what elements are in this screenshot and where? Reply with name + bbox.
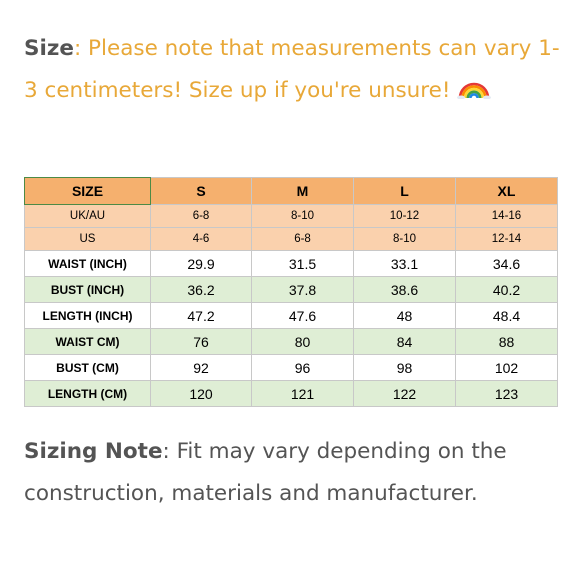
- row-label: BUST (INCH): [24, 276, 151, 303]
- table-row-waist-cm: WAIST CM) 76 80 84 88: [24, 328, 558, 355]
- size-intro-text: Size: Please note that measurements can …: [24, 28, 564, 112]
- sizing-note-label: Sizing Note: [24, 439, 163, 464]
- table-cell: 8-10: [353, 227, 456, 251]
- table-cell: 37.8: [251, 276, 354, 303]
- table-cell: 48: [353, 302, 456, 329]
- table-cell: 47.6: [251, 302, 354, 329]
- row-label: UK/AU: [24, 204, 151, 228]
- table-cell: 92: [150, 354, 252, 381]
- size-label-separator: :: [73, 36, 82, 61]
- table-cell: 88: [455, 328, 558, 355]
- table-cell: 98: [353, 354, 456, 381]
- table-cell: 48.4: [455, 302, 558, 329]
- table-cell: 121: [251, 380, 354, 407]
- rainbow-emoji-icon: [456, 82, 491, 99]
- header-cell-l: L: [353, 177, 456, 205]
- table-cell: 29.9: [150, 250, 252, 277]
- size-label: Size: [24, 36, 74, 61]
- table-cell: 47.2: [150, 302, 252, 329]
- table-row-waist-inch: WAIST (INCH) 29.9 31.5 33.1 34.6: [24, 250, 558, 277]
- sizing-note-body: Fit may vary depending on the constructi…: [24, 439, 507, 506]
- table-row-length-inch: LENGTH (INCH) 47.2 47.6 48 48.4: [24, 302, 558, 329]
- table-row-uk-au: UK/AU 6-8 8-10 10-12 14-16: [24, 204, 558, 228]
- header-cell-xl: XL: [455, 177, 558, 205]
- table-header-row: SIZE S M L XL: [24, 177, 558, 205]
- table-row-bust-inch: BUST (INCH) 36.2 37.8 38.6 40.2: [24, 276, 558, 303]
- size-chart-table: SIZE S M L XL UK/AU 6-8 8-10 10-12 14-16…: [24, 177, 558, 407]
- table-cell: 4-6: [150, 227, 252, 251]
- table-cell: 38.6: [353, 276, 456, 303]
- table-cell: 40.2: [455, 276, 558, 303]
- table-cell: 36.2: [150, 276, 252, 303]
- table-cell: 6-8: [150, 204, 252, 228]
- table-cell: 33.1: [353, 250, 456, 277]
- table-cell: 96: [251, 354, 354, 381]
- row-label: LENGTH (INCH): [24, 302, 151, 329]
- table-cell: 34.6: [455, 250, 558, 277]
- sizing-note-text: Sizing Note: Fit may vary depending on t…: [24, 431, 564, 515]
- table-cell: 84: [353, 328, 456, 355]
- table-cell: 122: [353, 380, 456, 407]
- table-row-bust-cm: BUST (CM) 92 96 98 102: [24, 354, 558, 381]
- table-cell: 10-12: [353, 204, 456, 228]
- table-cell: 76: [150, 328, 252, 355]
- table-cell: 102: [455, 354, 558, 381]
- table-row-length-cm: LENGTH (CM) 120 121 122 123: [24, 380, 558, 407]
- row-label: WAIST CM): [24, 328, 151, 355]
- header-cell-size: SIZE: [24, 177, 151, 205]
- sizing-note-separator: :: [162, 439, 170, 464]
- table-cell: 123: [455, 380, 558, 407]
- row-label: BUST (CM): [24, 354, 151, 381]
- row-label: LENGTH (CM): [24, 380, 151, 407]
- table-cell: 8-10: [251, 204, 354, 228]
- header-cell-s: S: [150, 177, 252, 205]
- table-cell: 14-16: [455, 204, 558, 228]
- table-cell: 6-8: [251, 227, 354, 251]
- table-cell: 31.5: [251, 250, 354, 277]
- size-intro-body: Please note that measurements can vary 1…: [24, 36, 560, 103]
- row-label: WAIST (INCH): [24, 250, 151, 277]
- row-label: US: [24, 227, 151, 251]
- table-row-us: US 4-6 6-8 8-10 12-14: [24, 227, 558, 251]
- header-cell-m: M: [251, 177, 354, 205]
- table-cell: 12-14: [455, 227, 558, 251]
- table-cell: 80: [251, 328, 354, 355]
- table-cell: 120: [150, 380, 252, 407]
